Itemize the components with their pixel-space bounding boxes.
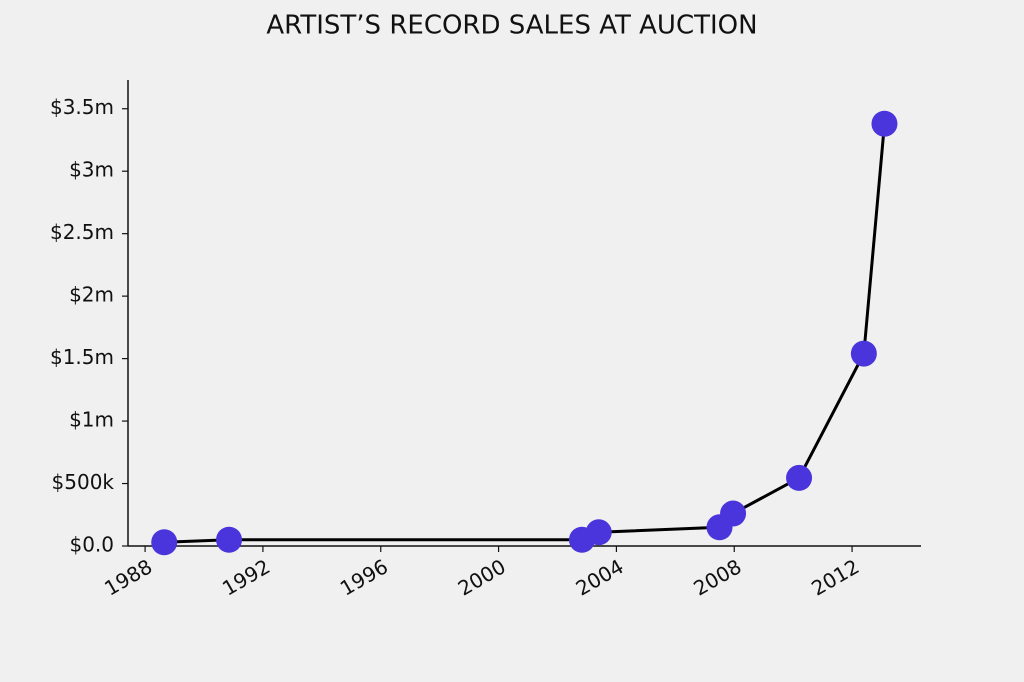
y-tick-label: $0.0 — [69, 533, 114, 557]
series-line — [164, 123, 886, 544]
chart-title: ARTIST’S RECORD SALES AT AUCTION — [266, 11, 757, 41]
y-tick-label: $500k — [52, 470, 115, 494]
y-tick-label: $1m — [69, 408, 114, 432]
data-point — [871, 110, 898, 137]
y-tick-label: $3.5m — [50, 95, 114, 119]
x-tick-label: 2004 — [572, 554, 628, 600]
x-tick-label: 1996 — [336, 554, 392, 600]
data-point — [850, 340, 877, 367]
x-tick-label: 1988 — [100, 554, 156, 600]
x-tick-label: 2008 — [689, 554, 745, 600]
y-tick-label: $1.5m — [50, 345, 114, 369]
data-point — [720, 500, 747, 527]
x-tick-label: 2000 — [454, 554, 510, 600]
x-tick-label: 2012 — [807, 554, 863, 600]
data-point — [786, 464, 813, 491]
y-tick-label: $2.5m — [50, 220, 114, 244]
data-point — [151, 529, 178, 556]
y-tick-label: $2m — [69, 283, 114, 307]
data-point — [216, 526, 243, 553]
x-tick-label: 1992 — [218, 554, 274, 600]
y-tick-label: $3m — [69, 158, 114, 182]
data-point — [585, 519, 612, 546]
